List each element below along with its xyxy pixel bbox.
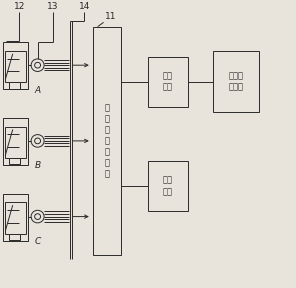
Circle shape	[35, 62, 41, 68]
Bar	[148, 161, 188, 211]
Bar	[5, 127, 26, 158]
Circle shape	[31, 210, 44, 223]
Bar	[5, 202, 26, 234]
Bar	[5, 51, 26, 82]
Text: 12: 12	[14, 2, 25, 11]
Text: 数据处
理单元: 数据处 理单元	[229, 71, 244, 92]
Bar	[3, 118, 28, 165]
Bar	[9, 234, 20, 240]
Bar	[3, 194, 28, 241]
Text: B: B	[35, 162, 41, 170]
Text: A: A	[35, 86, 41, 95]
Text: 充电
电容: 充电 电容	[163, 176, 173, 196]
Text: C: C	[35, 237, 41, 246]
Text: 13: 13	[47, 2, 58, 11]
Circle shape	[31, 59, 44, 71]
Circle shape	[35, 214, 41, 219]
Circle shape	[35, 138, 41, 144]
Bar	[9, 158, 20, 164]
Bar	[148, 57, 188, 107]
Bar	[9, 82, 20, 89]
Text: 单
片
机
测
控
单
元: 单 片 机 测 控 单 元	[105, 103, 110, 179]
Text: 通信
单元: 通信 单元	[163, 71, 173, 92]
Text: 11: 11	[105, 12, 117, 21]
Bar	[3, 42, 28, 90]
Circle shape	[31, 134, 44, 147]
Bar	[213, 51, 259, 112]
Text: 14: 14	[79, 2, 90, 11]
Bar	[93, 26, 121, 255]
